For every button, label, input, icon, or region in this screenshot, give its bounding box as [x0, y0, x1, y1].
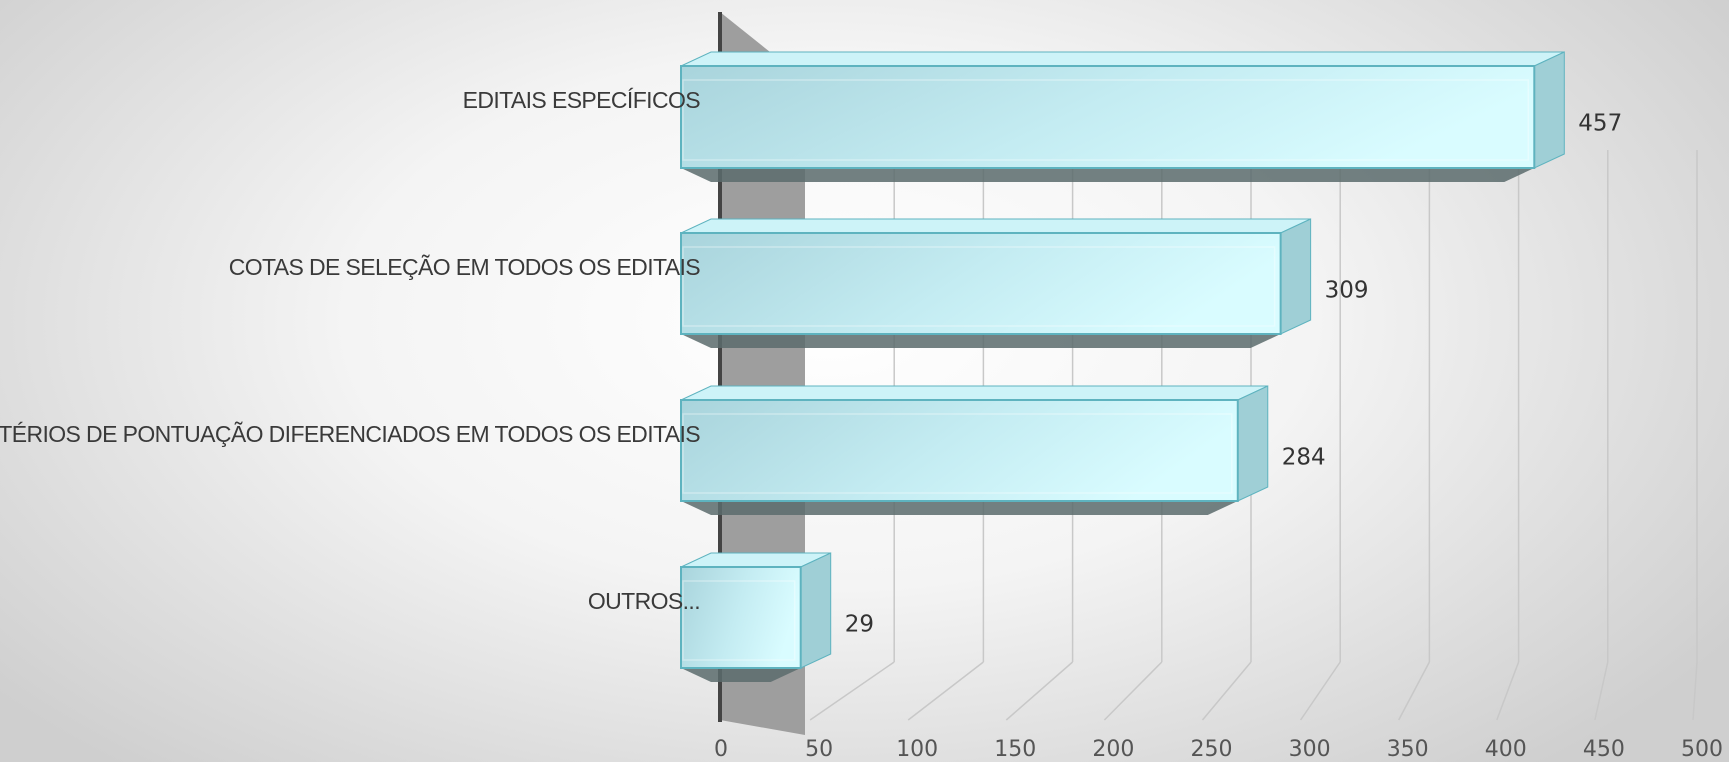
- bar-side-face: [1280, 218, 1312, 335]
- x-tick-label: 450: [1583, 737, 1625, 762]
- x-tick-label: 400: [1485, 737, 1527, 762]
- floor-gridline: [1005, 661, 1074, 721]
- data-label: 457: [1578, 111, 1622, 137]
- x-tick-label: 350: [1387, 737, 1429, 762]
- category-label: COTAS DE SELEÇÃO EM TODOS OS EDITAIS: [229, 254, 701, 280]
- bar: [680, 566, 802, 669]
- bar-top-face: [680, 51, 1565, 67]
- bar-bottom-face: [681, 668, 801, 682]
- category-label: CRITÉRIOS DE PONTUAÇÃO DIFERENCIADOS EM …: [0, 421, 700, 447]
- floor-gridline: [1103, 661, 1163, 721]
- data-label: 309: [1325, 278, 1369, 304]
- floor-gridline: [1398, 661, 1431, 721]
- bar-highlight: [682, 246, 1276, 327]
- bar-group: [680, 552, 832, 682]
- bar-highlight: [682, 79, 1530, 161]
- floor-gridline: [907, 661, 984, 721]
- x-tick-label: 150: [994, 737, 1036, 762]
- bar: [680, 232, 1282, 335]
- bar-bottom-face: [681, 168, 1535, 182]
- bar: [680, 399, 1239, 502]
- bar-highlight: [682, 580, 796, 661]
- bar-side-face: [1237, 385, 1269, 502]
- bar-bottom-face: [681, 501, 1238, 515]
- x-tick-label: 100: [896, 737, 938, 762]
- bar-top-face: [680, 385, 1268, 401]
- x-tick-label: 500: [1681, 737, 1723, 762]
- category-label: OUTROS...: [588, 588, 700, 614]
- floor-gridline: [1201, 661, 1252, 721]
- bar-highlight: [682, 413, 1233, 494]
- bar-top-face: [680, 218, 1311, 234]
- bar-group: [680, 218, 1312, 348]
- bar-group: [680, 51, 1565, 182]
- data-label: 29: [845, 612, 874, 638]
- x-tick-label: 0: [714, 737, 728, 762]
- floor-gridline: [1594, 661, 1609, 721]
- x-tick-label: 200: [1092, 737, 1134, 762]
- floor-gridline: [1692, 661, 1698, 721]
- category-label: EDITAIS ESPECÍFICOS: [463, 87, 701, 113]
- bar-group: [680, 385, 1269, 515]
- x-tick-label: 250: [1191, 737, 1233, 762]
- data-label: 284: [1282, 445, 1326, 471]
- floor-gridline: [1299, 661, 1341, 721]
- bar-side-face: [800, 552, 832, 669]
- x-tick-label: 50: [805, 737, 833, 762]
- bar-bottom-face: [681, 334, 1281, 348]
- bar: [680, 65, 1536, 169]
- bar-side-face: [1533, 51, 1565, 169]
- floor-gridline: [809, 661, 895, 721]
- x-tick-label: 300: [1289, 737, 1331, 762]
- floor-gridline: [1496, 661, 1520, 721]
